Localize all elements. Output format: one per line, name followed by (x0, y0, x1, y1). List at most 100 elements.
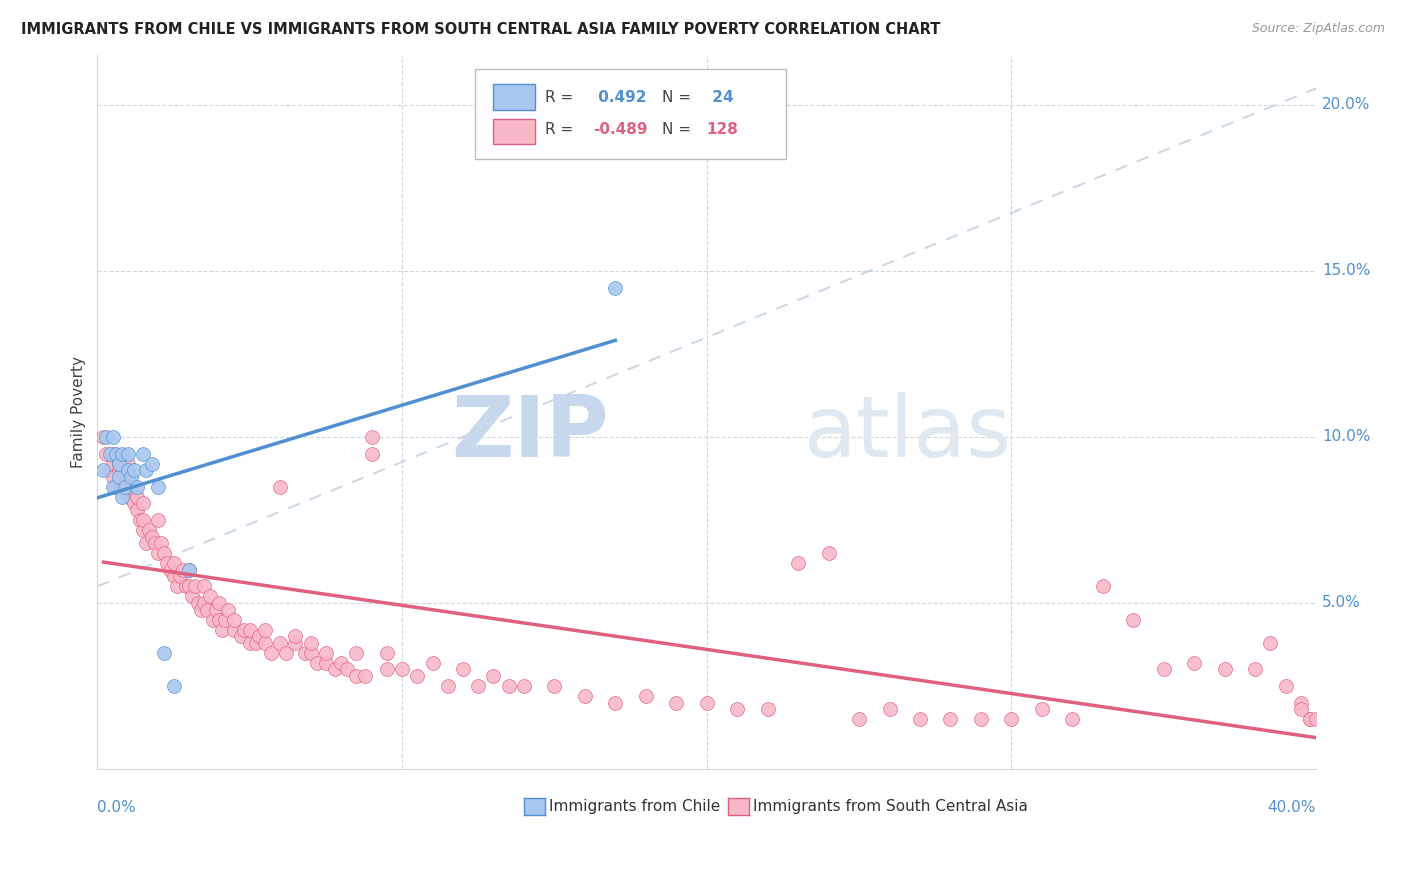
Point (104, 446, 127, 460)
Point (159, 563, 181, 577)
Point (111, 480, 134, 494)
Point (1299, 712, 1322, 726)
Point (817, 546, 839, 560)
Point (205, 602, 228, 616)
Point (269, 480, 291, 494)
Point (1182, 656, 1205, 670)
Point (422, 656, 444, 670)
Point (114, 480, 136, 494)
Point (634, 689, 657, 703)
Point (187, 596, 209, 610)
Point (98, 463, 121, 477)
Point (150, 536, 173, 550)
Point (1000, 712, 1022, 726)
Point (111, 446, 134, 460)
Point (193, 596, 215, 610)
Point (1260, 636, 1282, 650)
Point (101, 470, 124, 484)
Point (605, 280, 627, 294)
Point (239, 636, 262, 650)
Text: Source: ZipAtlas.com: Source: ZipAtlas.com (1251, 22, 1385, 36)
Point (177, 579, 200, 593)
Point (122, 496, 145, 510)
Point (153, 546, 176, 560)
Text: 0.492: 0.492 (593, 90, 647, 104)
Point (299, 646, 322, 660)
Point (260, 646, 283, 660)
Point (214, 613, 236, 627)
Point (1289, 702, 1312, 716)
Point (344, 646, 367, 660)
Point (253, 636, 276, 650)
Point (498, 679, 520, 693)
Text: 24: 24 (707, 90, 734, 104)
Point (96, 430, 118, 444)
Point (330, 656, 353, 670)
Text: R =: R = (544, 122, 578, 136)
Point (436, 679, 458, 693)
Point (190, 602, 212, 616)
Text: 20.0%: 20.0% (1322, 97, 1371, 112)
Point (125, 503, 148, 517)
Point (1153, 662, 1175, 676)
Point (125, 480, 148, 494)
Text: 40.0%: 40.0% (1268, 799, 1316, 814)
Text: -0.489: -0.489 (593, 122, 648, 136)
Point (756, 702, 779, 716)
Point (208, 596, 231, 610)
Point (375, 662, 398, 676)
Point (101, 430, 124, 444)
Point (169, 569, 191, 583)
Point (104, 480, 127, 494)
Point (224, 613, 246, 627)
Point (107, 457, 129, 471)
Point (120, 470, 142, 484)
Point (574, 689, 596, 703)
Text: Immigrants from South Central Asia: Immigrants from South Central Asia (754, 799, 1028, 814)
Text: N =: N = (662, 90, 696, 104)
Point (132, 513, 155, 527)
Point (202, 613, 225, 627)
Point (375, 646, 398, 660)
Point (391, 662, 413, 676)
Point (253, 623, 276, 637)
Text: ZIP: ZIP (451, 392, 609, 475)
Point (184, 579, 207, 593)
Point (193, 579, 215, 593)
Point (177, 563, 200, 577)
Point (1031, 702, 1053, 716)
Text: 10.0%: 10.0% (1322, 429, 1371, 444)
Point (143, 536, 166, 550)
Point (107, 470, 129, 484)
Point (153, 646, 176, 660)
Point (269, 636, 291, 650)
Point (1289, 696, 1312, 710)
Point (172, 563, 194, 577)
Point (141, 530, 163, 544)
Point (224, 623, 246, 637)
Point (101, 446, 124, 460)
Point (1091, 579, 1114, 593)
Y-axis label: Family Poverty: Family Poverty (72, 356, 86, 468)
Point (344, 669, 367, 683)
Text: atlas: atlas (804, 392, 1012, 475)
Point (208, 613, 231, 627)
Point (294, 646, 316, 660)
Point (125, 490, 148, 504)
Point (299, 636, 322, 650)
Point (117, 457, 139, 471)
Point (180, 590, 202, 604)
Point (305, 656, 328, 670)
Point (848, 712, 870, 726)
Point (239, 623, 262, 637)
Point (122, 463, 145, 477)
Point (360, 430, 382, 444)
Point (354, 669, 377, 683)
Text: 15.0%: 15.0% (1322, 263, 1371, 278)
Point (1305, 712, 1327, 726)
Point (114, 470, 136, 484)
Point (406, 669, 429, 683)
Point (605, 696, 627, 710)
Point (177, 563, 200, 577)
Point (101, 457, 124, 471)
